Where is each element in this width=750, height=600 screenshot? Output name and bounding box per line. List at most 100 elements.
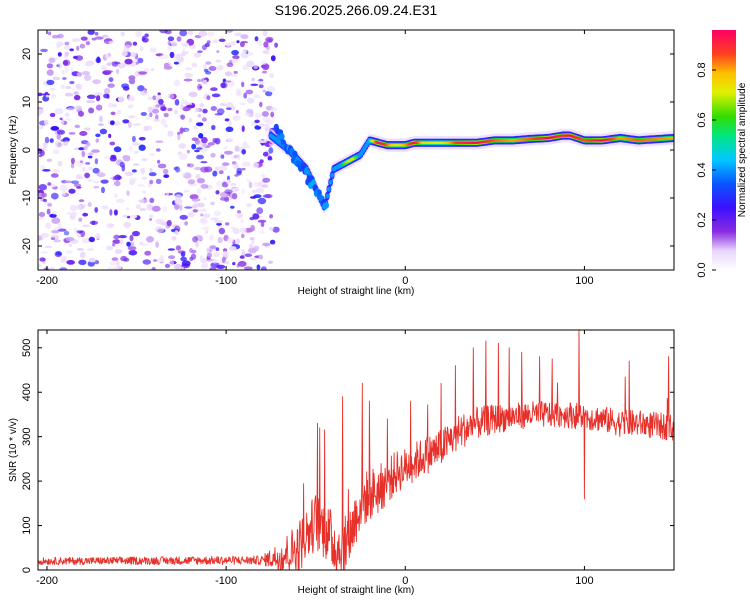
spectrogram-noise-blob <box>225 107 233 110</box>
spectrogram-noise-blob <box>269 214 274 219</box>
spectrogram-noise-blob <box>173 61 179 65</box>
spectrogram-noise-blob <box>202 143 207 148</box>
spectrogram-noise-blob <box>201 136 208 144</box>
spectrogram-noise-blob <box>105 70 114 73</box>
spectrogram-noise-blob <box>70 205 77 212</box>
spectrogram-noise-blob <box>122 119 130 124</box>
spectrogram-noise-blob <box>249 243 254 249</box>
snr-x-ticks: -200 -100 0 100 <box>36 330 594 587</box>
spectrogram-noise-blob <box>241 233 245 239</box>
spectrogram-x-tick-label: -100 <box>215 275 237 287</box>
spectrogram-noise-blob <box>94 260 100 265</box>
colorbar: 0.0 0.2 0.4 0.6 0.8 Normalized spectral ampl… <box>696 30 748 278</box>
spectrogram-noise-blob <box>257 40 263 46</box>
spectrogram-noise-blob <box>201 208 207 212</box>
spectrogram-noise-blob <box>60 84 65 90</box>
spectrogram-noise-blob <box>52 211 57 215</box>
spectrogram-noise-blob <box>220 82 228 89</box>
spectrogram-noise-blob <box>73 94 81 101</box>
spectrogram-noise-blob <box>211 259 219 264</box>
spectrogram-noise-blob <box>181 42 190 48</box>
spectrogram-noise-blob <box>246 60 255 68</box>
spectrogram-noise-blob <box>116 259 120 266</box>
spectrogram-noise-blob <box>75 204 82 210</box>
spectrogram-noise-blob <box>229 74 238 77</box>
spectrogram-signal-branch <box>292 150 298 158</box>
snr-x-tick-label: -200 <box>36 575 58 587</box>
spectrogram-noise-blob <box>38 92 43 97</box>
spectrogram-noise-blob <box>204 42 210 48</box>
spectrogram-noise-blob <box>191 198 201 202</box>
snr-x-tick-label: 0 <box>402 575 408 587</box>
spectrogram-noise-blob <box>196 122 204 127</box>
spectrogram-noise-blob <box>267 38 273 43</box>
spectrogram-noise-blob <box>200 184 209 189</box>
spectrogram-noise-blob <box>85 162 91 165</box>
spectrogram-noise-blob <box>94 36 104 40</box>
spectrogram-noise-blob <box>57 160 63 167</box>
spectrogram-noise-blob <box>122 86 130 91</box>
spectrogram-noise-blob <box>191 143 197 150</box>
spectrogram-noise-blob <box>52 76 61 81</box>
spectrogram-noise-blob <box>210 201 215 206</box>
spectrogram-noise-blob <box>88 258 96 263</box>
spectrogram-noise-blob <box>46 158 53 162</box>
spectrogram-noise-blob <box>38 216 45 220</box>
spectrogram-noise-blob <box>70 163 75 169</box>
spectrogram-noise-blob <box>95 104 103 111</box>
spectrogram-noise-blob <box>261 184 269 188</box>
spectrogram-noise-blob <box>166 191 169 196</box>
spectrogram-noise-blob <box>132 123 142 126</box>
spectrogram-noise-blob <box>212 170 218 177</box>
spectrogram-y-tick-label: 10 <box>21 96 33 108</box>
spectrogram-noise-blob <box>233 70 238 74</box>
spectrogram-noise-blob <box>141 158 148 162</box>
spectrogram-noise-blob <box>220 196 229 201</box>
spectrogram-noise-blob <box>117 62 126 69</box>
spectrogram-noise-blob <box>85 141 91 147</box>
spectrogram-noise-blob <box>50 125 60 131</box>
spectrogram-noise-blob <box>87 166 94 171</box>
spectrogram-noise-blob <box>132 142 141 146</box>
spectrogram-noise-blob <box>56 129 65 135</box>
spectrogram-marks <box>38 30 674 270</box>
spectrogram-noise-blob <box>126 215 131 219</box>
spectrogram-noise-blob <box>244 112 250 116</box>
spectrogram-noise-blob <box>79 160 84 164</box>
spectrogram-noise-blob <box>103 88 111 95</box>
spectrogram-noise-blob <box>51 34 60 39</box>
spectrogram-noise-blob <box>201 263 209 269</box>
spectrogram-noise-blob <box>85 41 90 46</box>
spectrogram-noise-blob <box>86 100 95 104</box>
spectrogram-noise-blob <box>168 255 176 260</box>
spectrogram-noise-blob <box>232 115 241 121</box>
spectrogram-noise-blob <box>121 50 128 57</box>
spectrogram-noise-blob <box>50 93 57 99</box>
spectrogram-noise-blob <box>45 222 51 229</box>
snr-series-line <box>38 330 674 570</box>
spectrogram-noise-blob <box>244 253 252 257</box>
spectrogram-noise-blob <box>51 230 60 234</box>
spectrogram-noise-blob <box>242 64 249 71</box>
spectrogram-noise-blob <box>128 249 138 256</box>
spectrogram-noise-blob <box>226 179 230 185</box>
spectrogram-noise-blob <box>73 147 80 151</box>
snr-y-tick-label: 100 <box>21 516 33 534</box>
spectrogram-noise-blob <box>39 257 46 262</box>
spectrogram-noise-blob <box>91 149 100 153</box>
spectrogram-noise-blob <box>253 94 261 99</box>
spectrogram-noise-blob <box>233 227 240 235</box>
spectrogram-noise-blob <box>59 117 63 121</box>
spectrogram-noise-blob <box>216 222 222 226</box>
spectrogram-noise-blob <box>215 180 224 188</box>
spectrogram-noise-blob <box>215 247 220 252</box>
spectrogram-noise-blob <box>225 222 230 226</box>
spectrogram-noise-blob <box>205 71 212 75</box>
spectrogram-noise-blob <box>167 130 174 137</box>
spectrogram-noise-blob <box>261 60 267 66</box>
spectrogram-noise-blob <box>191 137 199 142</box>
spectrogram-noise-blob <box>194 107 200 113</box>
spectrogram-x-label: Height of straight line (km) <box>298 286 415 297</box>
spectrogram-noise-blob <box>59 184 68 192</box>
colorbar-tick-label: 0.6 <box>696 112 708 127</box>
